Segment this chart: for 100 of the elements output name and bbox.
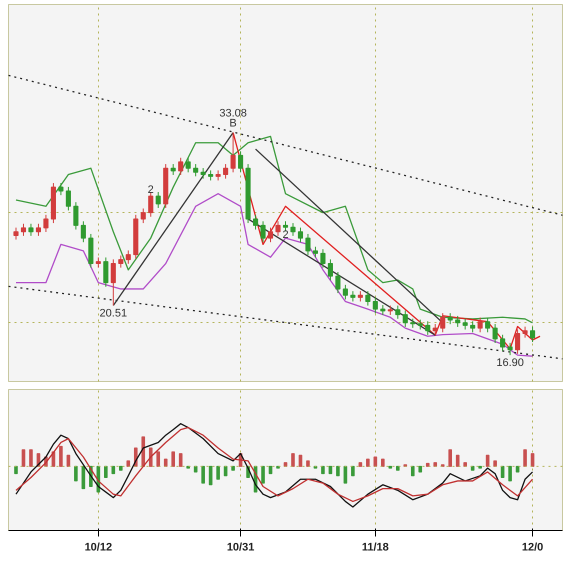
candlestick [28,223,34,236]
candlestick [380,304,386,316]
candlestick [462,318,468,330]
bar [493,460,497,467]
candlestick [110,258,116,306]
candlestick [216,170,221,181]
candlestick [20,223,26,236]
candlestick [395,305,400,320]
candlestick [148,191,154,218]
bar [366,458,370,467]
bar [29,449,33,467]
candlestick [478,317,483,333]
candlestick [492,324,498,344]
candlestick [140,208,146,224]
candlestick [43,214,48,233]
bar [268,466,272,474]
bar [208,466,212,486]
bar [261,466,265,484]
bar [374,456,378,467]
candlestick [418,319,423,330]
bar [291,453,295,467]
candlestick [268,227,274,243]
bar [216,466,220,480]
candlestick [13,227,19,240]
candlestick [238,150,244,173]
x-tick-label: 11/18 [362,542,389,554]
bar [156,451,160,467]
bar [66,454,70,467]
bar [344,466,348,484]
bar [298,454,302,467]
bar [448,449,452,467]
bar [523,449,527,467]
candlestick [193,164,198,177]
bar [22,449,26,467]
bar [118,466,123,471]
bar [171,451,176,467]
bar [336,466,340,476]
annotation: B [229,118,237,130]
candlestick [365,290,370,306]
bar [82,466,86,490]
candlestick [252,214,258,230]
candlestick [260,220,266,243]
bar [351,466,355,476]
annotation: 20.51 [100,307,128,320]
candlestick [500,334,506,352]
bar [410,466,415,476]
candlestick [223,164,228,180]
candlestick [425,320,430,336]
candlestick [372,296,378,314]
candlestick [275,220,281,236]
bar [164,458,168,467]
bar [418,466,422,472]
candlestick [530,326,536,343]
candlestick [440,312,446,333]
bar [112,466,116,474]
candlestick [290,222,296,236]
candlestick [126,250,131,264]
bar [396,466,400,471]
candlestick [200,168,206,180]
candlestick [36,223,42,236]
candlestick [508,342,513,356]
bar [178,453,182,467]
bar [194,466,198,472]
candlestick [186,157,191,173]
candlestick [522,326,528,338]
bar [231,466,235,471]
bar [508,466,512,482]
candlestick [320,248,326,268]
bar [470,466,474,471]
candlestick [156,191,161,208]
bar [104,466,108,478]
bar [306,460,310,467]
candlestick [208,170,214,181]
candlestick [388,305,393,316]
candlestick [80,220,86,243]
candlestick [342,284,348,300]
candlestick [118,255,124,268]
candlestick [103,256,108,288]
candlestick [96,256,101,268]
candlestick [328,258,333,281]
candlestick [432,324,438,336]
bar [321,466,325,474]
x-tick-label: 10/12 [84,542,112,554]
candlestick [312,246,318,258]
candlestick [178,157,184,176]
annotation: 2 [282,229,289,242]
candlestick [358,290,363,302]
candlestick [350,290,356,302]
bar [14,466,18,474]
candlestick [305,233,311,256]
bar [284,462,288,467]
candlestick [402,310,408,328]
candlestick [73,202,78,230]
candlestick [66,186,71,211]
bar [456,454,460,467]
bar [224,466,228,476]
x-tick-label: 12/0 [522,542,544,554]
candlestick [515,328,520,354]
candlestick [298,227,304,243]
candlestick [230,132,236,173]
